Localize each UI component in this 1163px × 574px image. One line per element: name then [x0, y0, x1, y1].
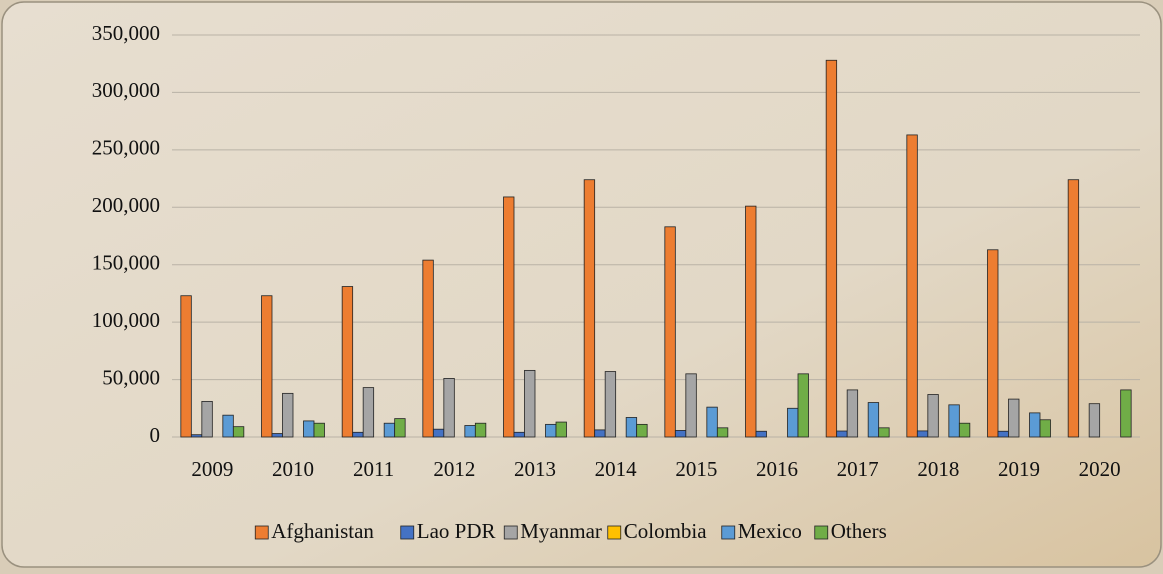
bar [384, 423, 395, 437]
bar [504, 197, 515, 437]
bar [788, 408, 799, 437]
bar [304, 421, 315, 437]
bar [949, 405, 960, 437]
legend-swatch [815, 526, 828, 539]
bar [847, 390, 858, 437]
y-tick-label: 350,000 [92, 21, 160, 45]
legend-label: Colombia [624, 519, 708, 543]
bar [605, 372, 616, 437]
bar [798, 374, 809, 437]
legend-swatch [255, 526, 268, 539]
bar [363, 388, 374, 437]
bar [395, 419, 406, 437]
x-tick-label: 2019 [998, 457, 1040, 481]
bar [353, 432, 364, 437]
bar [525, 370, 536, 437]
bar [988, 250, 999, 437]
x-tick-label: 2016 [756, 457, 798, 481]
legend-swatch [504, 526, 517, 539]
bar [444, 378, 455, 437]
bar [826, 60, 837, 437]
bar [181, 296, 192, 437]
bar [1089, 404, 1100, 437]
bar [1030, 413, 1041, 437]
y-tick-label: 0 [150, 423, 161, 447]
bar [423, 260, 434, 437]
bar [686, 374, 697, 437]
bar [465, 426, 476, 437]
chart: 0 50,000 100,000 150,000 200,000 250,000 300,0… [0, 0, 1163, 569]
legend-label: Lao PDR [417, 519, 496, 543]
bar [1068, 180, 1079, 437]
bar [959, 423, 970, 437]
bar [637, 424, 648, 437]
bar [314, 423, 325, 437]
bar [675, 430, 686, 437]
bar [917, 431, 928, 437]
legend-label: Myanmar [520, 519, 602, 543]
bar [998, 431, 1009, 437]
legend-label: Mexico [738, 519, 802, 543]
bar [756, 431, 767, 437]
x-tick-label: 2010 [272, 457, 314, 481]
bar [283, 393, 294, 437]
bar [1009, 399, 1020, 437]
y-tick-label: 250,000 [92, 136, 160, 160]
bar [272, 434, 283, 437]
bar [514, 432, 525, 437]
y-tick-label: 150,000 [92, 251, 160, 275]
legend-swatch [401, 526, 414, 539]
legend-label: Others [831, 519, 887, 543]
bar [928, 395, 939, 437]
legend-swatch [722, 526, 735, 539]
bar [475, 423, 486, 437]
bar [202, 401, 213, 437]
bar [665, 227, 676, 437]
bar [556, 422, 567, 437]
bar [907, 135, 918, 437]
bar [342, 287, 353, 437]
y-tick-label: 300,000 [92, 78, 160, 102]
x-tick-label: 2017 [837, 457, 879, 481]
bar [746, 206, 757, 437]
bar [879, 428, 890, 437]
legend-swatch [608, 526, 621, 539]
page: {"chart_data": {"type": "bar", "categori… [0, 0, 1163, 569]
x-tick-label: 2012 [433, 457, 475, 481]
legend-label: Afghanistan [271, 519, 374, 543]
x-tick-label: 2013 [514, 457, 556, 481]
bar [868, 403, 879, 437]
bar [223, 415, 234, 437]
x-tick-label: 2011 [353, 457, 394, 481]
bar [233, 427, 244, 437]
x-tick-label: 2018 [917, 457, 959, 481]
bar [546, 424, 557, 437]
bar [191, 435, 202, 437]
bar [707, 407, 718, 437]
y-tick-label: 200,000 [92, 193, 160, 217]
x-tick-label: 2009 [191, 457, 233, 481]
y-tick-label: 100,000 [92, 308, 160, 332]
x-tick-label: 2020 [1079, 457, 1121, 481]
bar [1121, 390, 1132, 437]
bar [1040, 420, 1051, 437]
bar [626, 417, 637, 437]
bar [262, 296, 273, 437]
bar [717, 428, 728, 437]
y-tick-label: 50,000 [102, 365, 160, 389]
bar [595, 430, 606, 437]
bar [584, 180, 595, 437]
x-tick-label: 2015 [675, 457, 717, 481]
bar [433, 429, 444, 437]
bar [837, 431, 848, 437]
x-tick-label: 2014 [595, 457, 638, 481]
